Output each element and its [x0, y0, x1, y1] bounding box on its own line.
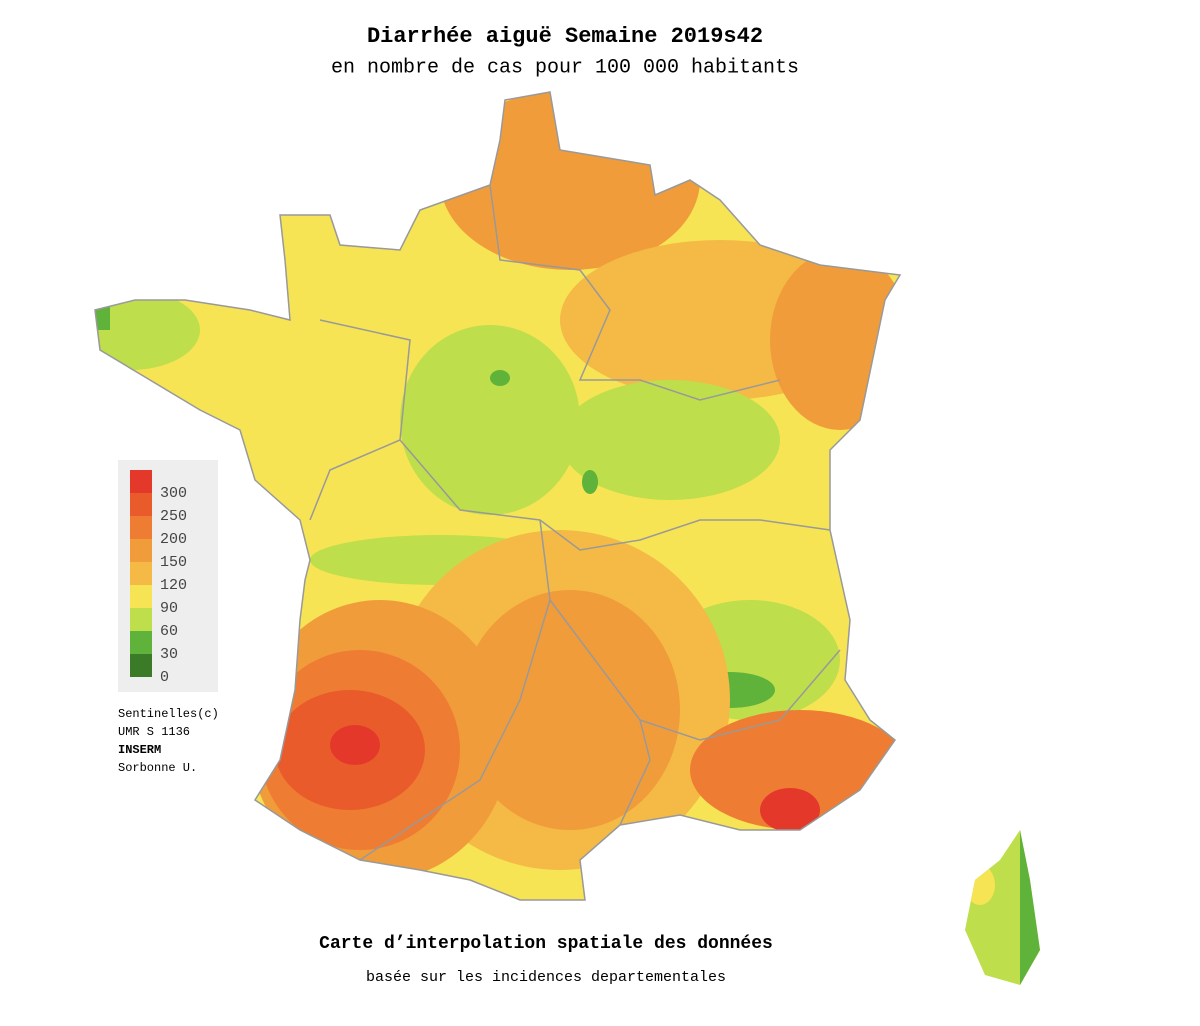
legend-label: 120: [160, 577, 187, 594]
france-outline: [94, 91, 902, 901]
footer-subtitle: basée sur les incidences departementales: [366, 969, 726, 986]
legend-swatch: [130, 631, 152, 654]
legend-label: 300: [160, 485, 187, 502]
legend-swatch: [130, 493, 152, 516]
legend-label: 200: [160, 531, 187, 548]
credit-line: Sentinelles(c): [118, 707, 219, 721]
credit-line: UMR S 1136: [118, 725, 190, 739]
legend-label: 60: [160, 623, 178, 640]
legend-swatch: [130, 654, 152, 677]
legend-label: 250: [160, 508, 187, 525]
map-subtitle: en nombre de cas pour 100 000 habitants: [331, 56, 799, 79]
legend-label: 0: [160, 669, 169, 686]
legend-label: 150: [160, 554, 187, 571]
legend-label: 30: [160, 646, 178, 663]
legend-swatch: [130, 516, 152, 539]
map-title: Diarrhée aiguë Semaine 2019s42: [367, 24, 763, 49]
legend-swatch: [130, 562, 152, 585]
legend-swatch: [130, 470, 152, 493]
region-borders: [309, 184, 841, 861]
legend-swatch: [130, 585, 152, 608]
corsica-map: [965, 830, 1040, 985]
credit-line: Sorbonne U.: [118, 761, 197, 775]
credits: Sentinelles(c) UMR S 1136 INSERM Sorbonne U…: [118, 707, 219, 775]
legend-label: 90: [160, 600, 178, 617]
footer-title: Carte d’interpolation spatiale des donné…: [319, 934, 773, 954]
legend-swatch: [130, 539, 152, 562]
credit-line: INSERM: [118, 743, 161, 757]
legend-swatch: [130, 608, 152, 631]
